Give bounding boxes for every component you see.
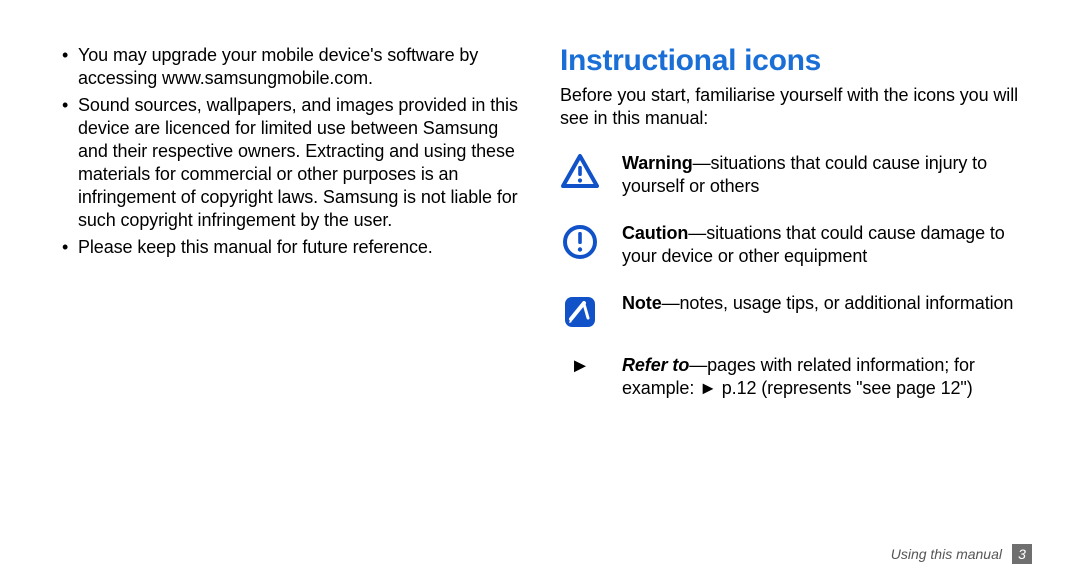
section-heading: Instructional icons bbox=[560, 44, 1020, 78]
manual-page: You may upgrade your mobile device's sof… bbox=[0, 0, 1080, 586]
icon-desc: Note—notes, usage tips, or additional in… bbox=[622, 292, 1013, 315]
warning-icon bbox=[560, 152, 600, 188]
lead-label: Caution bbox=[622, 223, 688, 243]
left-bullet-list: You may upgrade your mobile device's sof… bbox=[60, 44, 520, 259]
page-number: 3 bbox=[1012, 544, 1032, 564]
caution-icon bbox=[560, 222, 600, 260]
list-item: Please keep this manual for future refer… bbox=[60, 236, 520, 259]
icon-desc: Caution—situations that could cause dama… bbox=[622, 222, 1020, 268]
note-icon bbox=[560, 292, 600, 330]
refer-icon: ► bbox=[560, 354, 600, 378]
page-footer: Using this manual 3 bbox=[891, 544, 1032, 564]
left-column: You may upgrade your mobile device's sof… bbox=[60, 44, 520, 556]
icon-row-warning: Warning—situations that could cause inju… bbox=[560, 152, 1020, 198]
icon-row-caution: Caution—situations that could cause dama… bbox=[560, 222, 1020, 268]
lead-label: Note bbox=[622, 293, 662, 313]
list-item: Sound sources, wallpapers, and images pr… bbox=[60, 94, 520, 232]
list-item: You may upgrade your mobile device's sof… bbox=[60, 44, 520, 90]
icon-row-note: Note—notes, usage tips, or additional in… bbox=[560, 292, 1020, 330]
footer-label: Using this manual bbox=[891, 546, 1002, 562]
desc-body: —notes, usage tips, or additional inform… bbox=[662, 293, 1014, 313]
lead-label: Refer to bbox=[622, 355, 689, 375]
icon-desc: Refer to—pages with related information;… bbox=[622, 354, 1020, 400]
icon-desc: Warning—situations that could cause inju… bbox=[622, 152, 1020, 198]
section-intro: Before you start, familiarise yourself w… bbox=[560, 84, 1020, 130]
right-column: Instructional icons Before you start, fa… bbox=[560, 44, 1020, 556]
lead-label: Warning bbox=[622, 153, 693, 173]
icon-row-refer: ► Refer to—pages with related informatio… bbox=[560, 354, 1020, 400]
